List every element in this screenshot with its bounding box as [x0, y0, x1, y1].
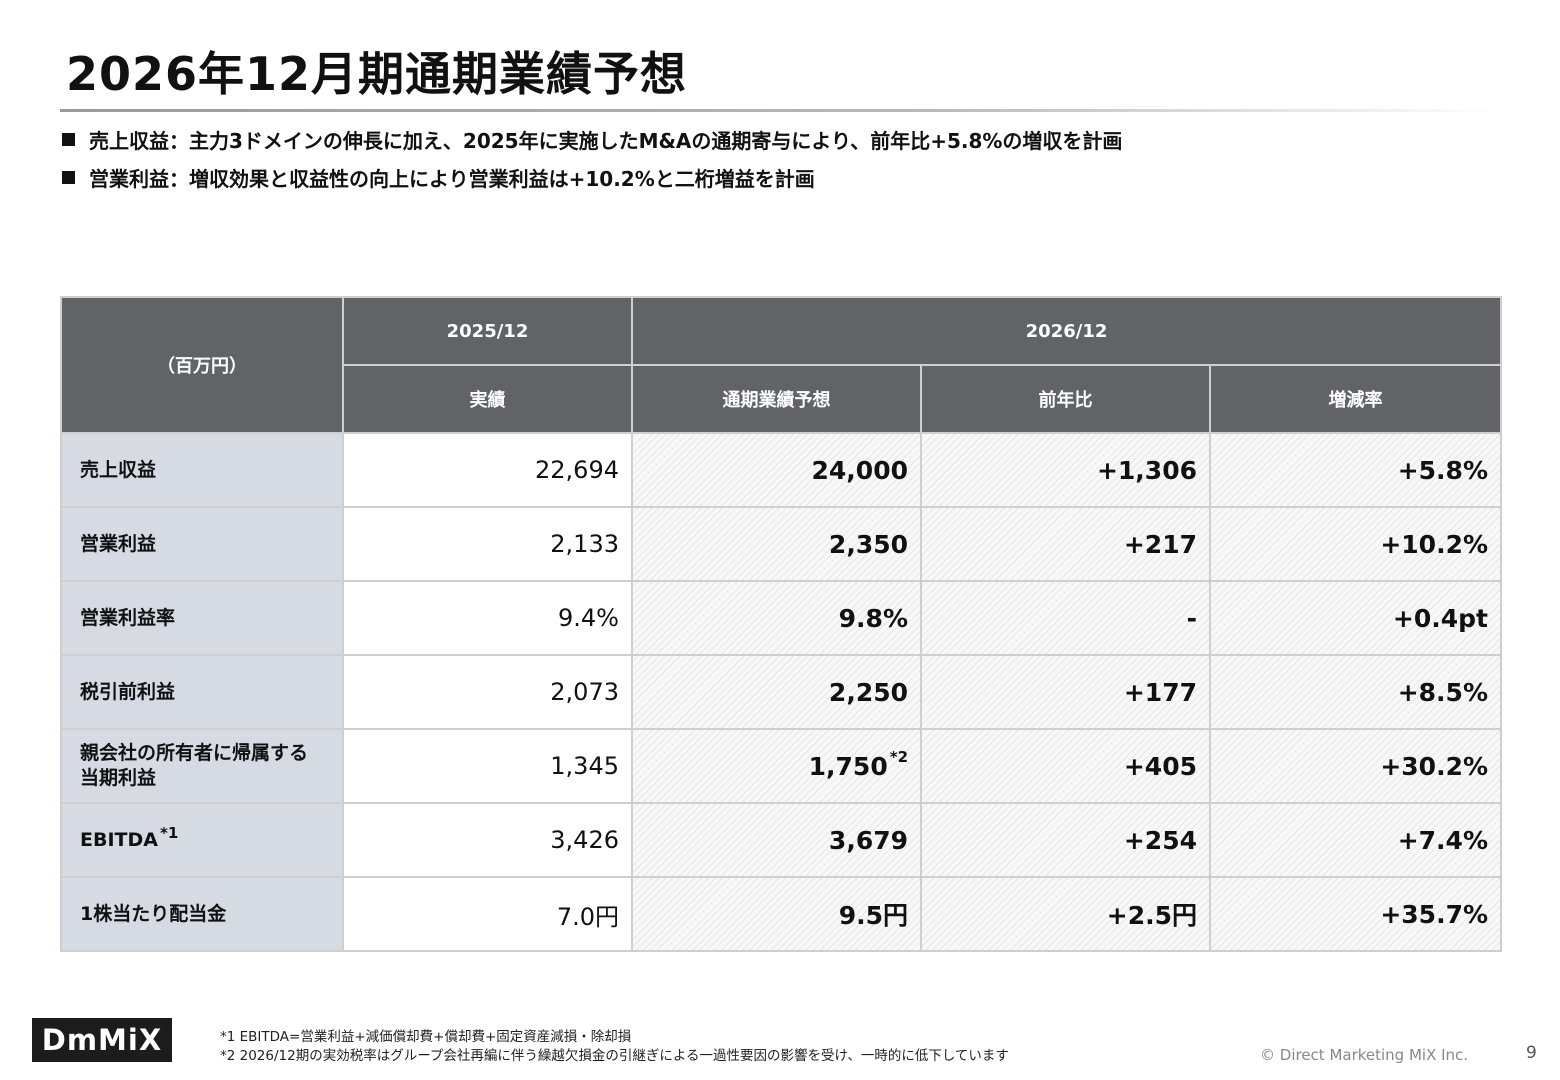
table-row: 売上収益 22,694 24,000 +1,306 +5.8%: [60, 432, 1503, 508]
change-rate-value: +5.8%: [1208, 432, 1503, 508]
header-change-rate: 増減率: [1208, 364, 1503, 434]
bullet-text: 売上収益：主力3ドメインの伸長に加え、2025年に実施したM&Aの通期寄与により…: [89, 128, 1123, 153]
yoy-value: +254: [920, 802, 1211, 878]
forecast-table: （百万円） 2025/12 2026/12 実績 通期業績予想 前年比 増減率 …: [60, 296, 1503, 952]
title-divider: [60, 109, 1500, 112]
bullet-revenue: 売上収益：主力3ドメインの伸長に加え、2025年に実施したM&Aの通期寄与により…: [62, 120, 1122, 158]
change-rate-value: +0.4pt: [1208, 580, 1503, 656]
row-label-cell: EBITDA *1: [60, 802, 344, 878]
table-row: EBITDA *1 3,426 3,679 +254 +7.4%: [60, 802, 1503, 878]
yoy-value: +217: [920, 506, 1211, 582]
change-rate-value: +35.7%: [1208, 876, 1503, 952]
actual-value: 2,073: [342, 654, 633, 730]
change-rate-value: +7.4%: [1208, 802, 1503, 878]
yoy-value: +2.5円: [920, 876, 1211, 952]
square-bullet-icon: [62, 132, 75, 146]
table-row: 1株当たり配当金 7.0円 9.5円 +2.5円 +35.7%: [60, 876, 1503, 952]
yoy-value: +1,306: [920, 432, 1211, 508]
table-row: 営業利益 2,133 2,350 +217 +10.2%: [60, 506, 1503, 582]
yoy-value: +177: [920, 654, 1211, 730]
bullet-operating-profit: 営業利益：増収効果と収益性の向上により営業利益は+10.2%と二桁増益を計画: [62, 158, 1122, 196]
forecast-cell: 1,750 *2: [631, 728, 922, 804]
yoy-value: -: [920, 580, 1211, 656]
row-label: 営業利益: [60, 506, 344, 582]
actual-value: 2,133: [342, 506, 633, 582]
forecast-value: 9.8%: [631, 580, 922, 656]
forecast-value: 3,679: [631, 802, 922, 878]
header-2025: 2025/12: [342, 296, 633, 366]
footnote-1: *1 EBITDA=営業利益+減価償却費+償却費+固定資産減損・除却損: [220, 1029, 632, 1045]
row-label-line1: 親会社の所有者に帰属する: [80, 742, 309, 765]
actual-value: 9.4%: [342, 580, 633, 656]
change-rate-value: +8.5%: [1208, 654, 1503, 730]
footnote-marker: *1: [159, 823, 179, 842]
row-label: 営業利益率: [60, 580, 344, 656]
page-title: 2026年12月期通期業績予想: [66, 47, 688, 101]
change-rate-value: +10.2%: [1208, 506, 1503, 582]
square-bullet-icon: [62, 170, 75, 184]
table-row: 親会社の所有者に帰属する 当期利益 1,345 1,750 *2 +405 +30…: [60, 728, 1503, 804]
actual-value: 3,426: [342, 802, 633, 878]
header-forecast: 通期業績予想: [631, 364, 922, 434]
table-row: 税引前利益 2,073 2,250 +177 +8.5%: [60, 654, 1503, 730]
row-label: 税引前利益: [60, 654, 344, 730]
header-actual: 実績: [342, 364, 633, 434]
forecast-value: 1,750: [808, 751, 888, 781]
bullet-text: 営業利益：増収効果と収益性の向上により営業利益は+10.2%と二桁増益を計画: [89, 166, 815, 191]
forecast-value: 24,000: [631, 432, 922, 508]
row-label: 1株当たり配当金: [60, 876, 344, 952]
header-yoy: 前年比: [920, 364, 1211, 434]
header-2026: 2026/12: [630, 296, 1503, 366]
forecast-value: 9.5円: [631, 876, 922, 952]
actual-value: 7.0円: [342, 876, 633, 952]
row-label-line2: 当期利益: [80, 767, 157, 789]
change-rate-value: +30.2%: [1208, 728, 1503, 804]
actual-value: 22,694: [342, 432, 633, 508]
footnote-2: *2 2026/12期の実効税率はグループ会社再編に伴う繰越欠損金の引継ぎによる…: [220, 1048, 1009, 1064]
company-logo: DmMiX: [32, 1018, 172, 1062]
unit-header: （百万円）: [60, 296, 344, 434]
forecast-value: 2,350: [631, 506, 922, 582]
row-label: 親会社の所有者に帰属する 当期利益: [60, 728, 344, 804]
row-label: EBITDA: [80, 828, 158, 851]
summary-bullets: 売上収益：主力3ドメインの伸長に加え、2025年に実施したM&Aの通期寄与により…: [62, 120, 1122, 196]
yoy-value: +405: [920, 728, 1211, 804]
footnote-marker: *2: [889, 747, 908, 766]
footnotes: *1 EBITDA=営業利益+減価償却費+償却費+固定資産減損・除却損 *2 2…: [220, 1028, 1009, 1066]
row-label: 売上収益: [60, 432, 344, 508]
forecast-value: 2,250: [631, 654, 922, 730]
page-number: 9: [1526, 1043, 1537, 1063]
table-row: 営業利益率 9.4% 9.8% - +0.4pt: [60, 580, 1503, 656]
copyright: © Direct Marketing MiX Inc.: [1260, 1046, 1469, 1064]
actual-value: 1,345: [342, 728, 633, 804]
